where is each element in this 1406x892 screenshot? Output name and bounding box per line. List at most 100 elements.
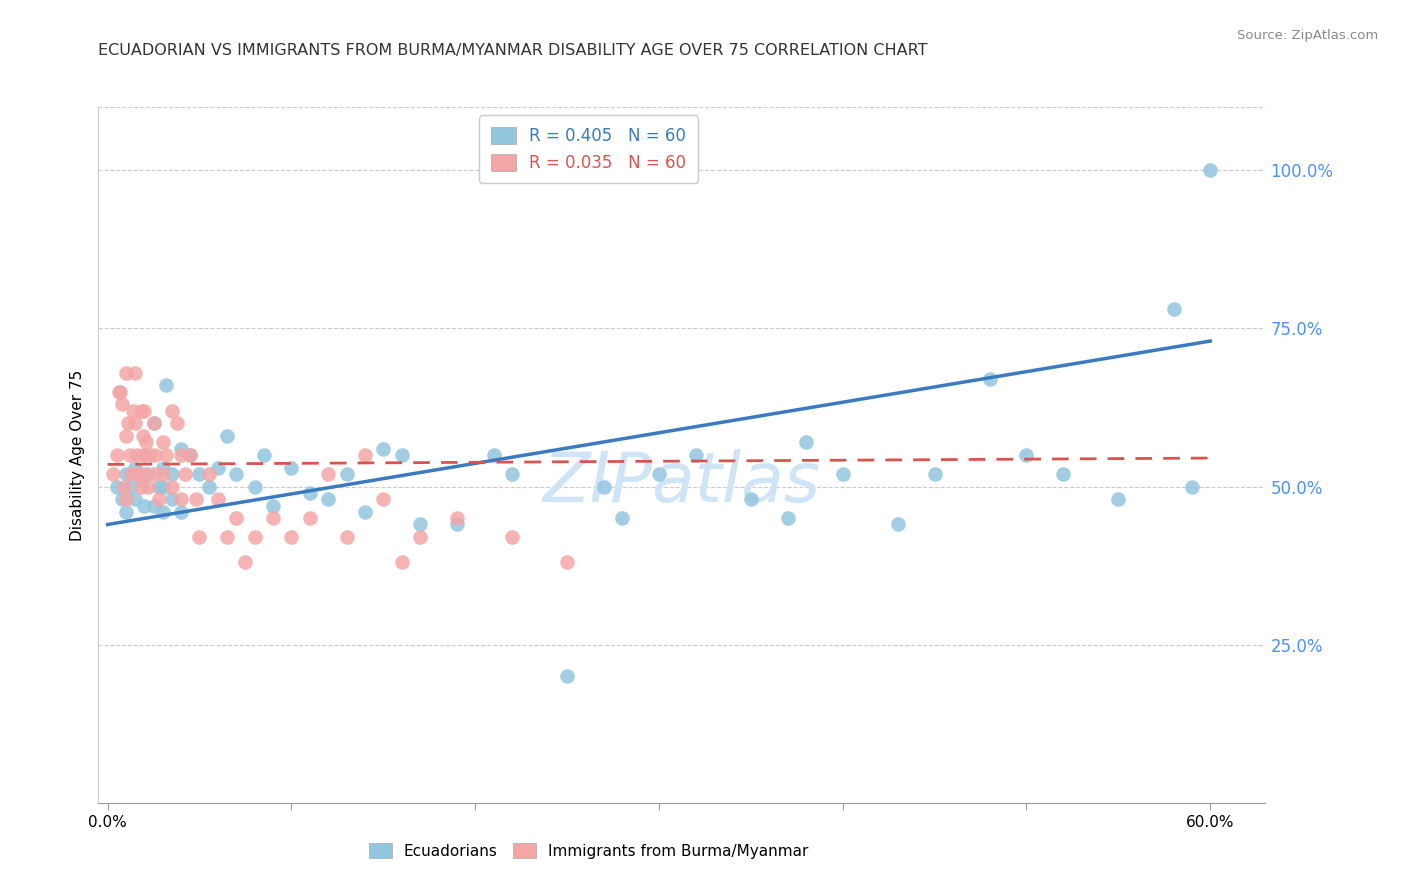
Point <box>280 530 302 544</box>
Point <box>173 467 195 481</box>
Point <box>391 556 413 570</box>
Point <box>373 442 395 456</box>
Point <box>142 417 165 431</box>
Point <box>354 505 377 519</box>
Legend: Ecuadorians, Immigrants from Burma/Myanmar: Ecuadorians, Immigrants from Burma/Myanm… <box>363 837 814 864</box>
Point <box>794 435 817 450</box>
Point <box>373 492 395 507</box>
Point <box>409 530 432 544</box>
Point <box>105 479 128 493</box>
Point <box>648 467 671 481</box>
Point <box>592 479 614 493</box>
Point <box>129 479 152 493</box>
Point <box>188 530 211 544</box>
Point <box>124 417 146 431</box>
Point <box>170 442 193 456</box>
Point <box>280 460 302 475</box>
Point <box>115 366 138 380</box>
Point <box>152 467 174 481</box>
Point <box>354 448 377 462</box>
Point <box>139 448 162 462</box>
Point <box>142 467 165 481</box>
Point <box>1052 467 1074 481</box>
Point <box>612 511 634 525</box>
Point <box>555 556 578 570</box>
Point <box>225 511 247 525</box>
Point <box>170 448 193 462</box>
Point <box>118 448 141 462</box>
Point <box>446 511 468 525</box>
Point <box>979 372 1001 386</box>
Point <box>115 492 138 507</box>
Point <box>170 492 193 507</box>
Point <box>145 448 167 462</box>
Point <box>685 448 707 462</box>
Point <box>262 499 284 513</box>
Point <box>131 429 153 443</box>
Point <box>125 448 148 462</box>
Point <box>391 448 413 462</box>
Point <box>235 556 257 570</box>
Point <box>197 467 219 481</box>
Point <box>101 467 124 481</box>
Point <box>152 460 174 475</box>
Point <box>134 499 156 513</box>
Point <box>152 435 174 450</box>
Point <box>129 473 152 487</box>
Point <box>136 467 159 481</box>
Point <box>110 384 132 399</box>
Point <box>160 467 183 481</box>
Point <box>409 517 432 532</box>
Point <box>1181 479 1204 493</box>
Point <box>148 492 170 507</box>
Point <box>135 435 157 450</box>
Point <box>179 448 201 462</box>
Point <box>316 467 339 481</box>
Point <box>142 417 165 431</box>
Point <box>501 467 523 481</box>
Point <box>316 492 339 507</box>
Point <box>142 499 165 513</box>
Point <box>124 460 146 475</box>
Point <box>160 403 183 417</box>
Point <box>215 530 238 544</box>
Point <box>122 403 145 417</box>
Point <box>335 467 357 481</box>
Point <box>298 486 321 500</box>
Point <box>1107 492 1129 507</box>
Point <box>335 530 357 544</box>
Point <box>160 492 183 507</box>
Point <box>1163 302 1185 317</box>
Point <box>134 403 156 417</box>
Point <box>115 429 138 443</box>
Point <box>184 492 207 507</box>
Point <box>148 479 170 493</box>
Point <box>188 467 211 481</box>
Point <box>111 397 134 411</box>
Point <box>776 511 799 525</box>
Point <box>121 467 143 481</box>
Point <box>134 467 156 481</box>
Point <box>243 479 266 493</box>
Point <box>482 448 505 462</box>
Point <box>136 479 159 493</box>
Point <box>118 479 141 493</box>
Point <box>152 505 174 519</box>
Point <box>170 505 193 519</box>
Point <box>1015 448 1038 462</box>
Point <box>115 467 138 481</box>
Point <box>129 403 152 417</box>
Point <box>105 448 128 462</box>
Point <box>243 530 266 544</box>
Point <box>1199 163 1222 178</box>
Point <box>207 460 229 475</box>
Point <box>253 448 276 462</box>
Point <box>124 492 146 507</box>
Y-axis label: Disability Age Over 75: Disability Age Over 75 <box>69 369 84 541</box>
Point <box>831 467 853 481</box>
Point <box>115 505 138 519</box>
Point <box>555 669 578 683</box>
Point <box>124 366 146 380</box>
Point <box>298 511 321 525</box>
Text: ECUADORIAN VS IMMIGRANTS FROM BURMA/MYANMAR DISABILITY AGE OVER 75 CORRELATION C: ECUADORIAN VS IMMIGRANTS FROM BURMA/MYAN… <box>98 43 928 58</box>
